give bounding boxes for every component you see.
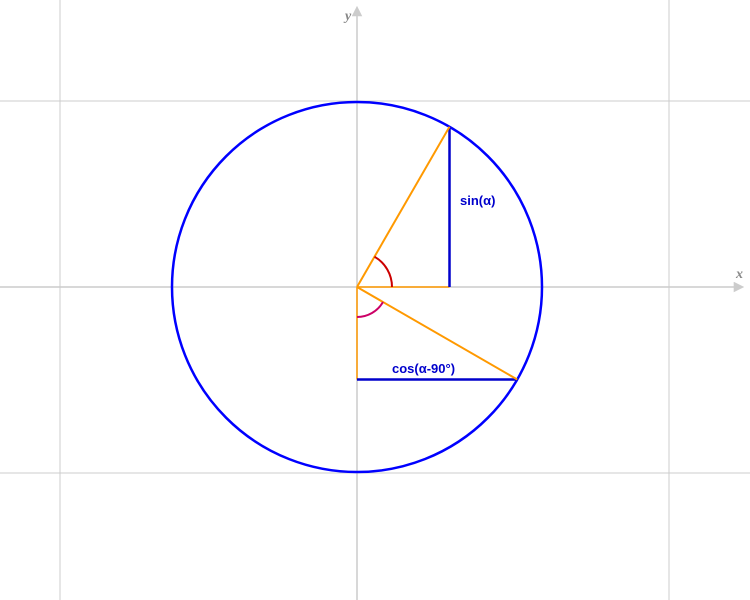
diagram-canvas: x y sin(α) cos(α-90°): [0, 0, 750, 600]
grid-lines: [0, 0, 750, 600]
unit-circle-diagram: x y sin(α) cos(α-90°): [0, 0, 750, 600]
radius-lines: [357, 127, 517, 380]
x-axis-label: x: [735, 267, 743, 282]
projection-lines: [357, 127, 517, 380]
sin-alpha-label: sin(α): [460, 193, 495, 208]
axes: [0, 10, 740, 600]
cos-alpha-minus-90-label: cos(α-90°): [392, 361, 455, 376]
y-axis-label: y: [343, 9, 352, 24]
